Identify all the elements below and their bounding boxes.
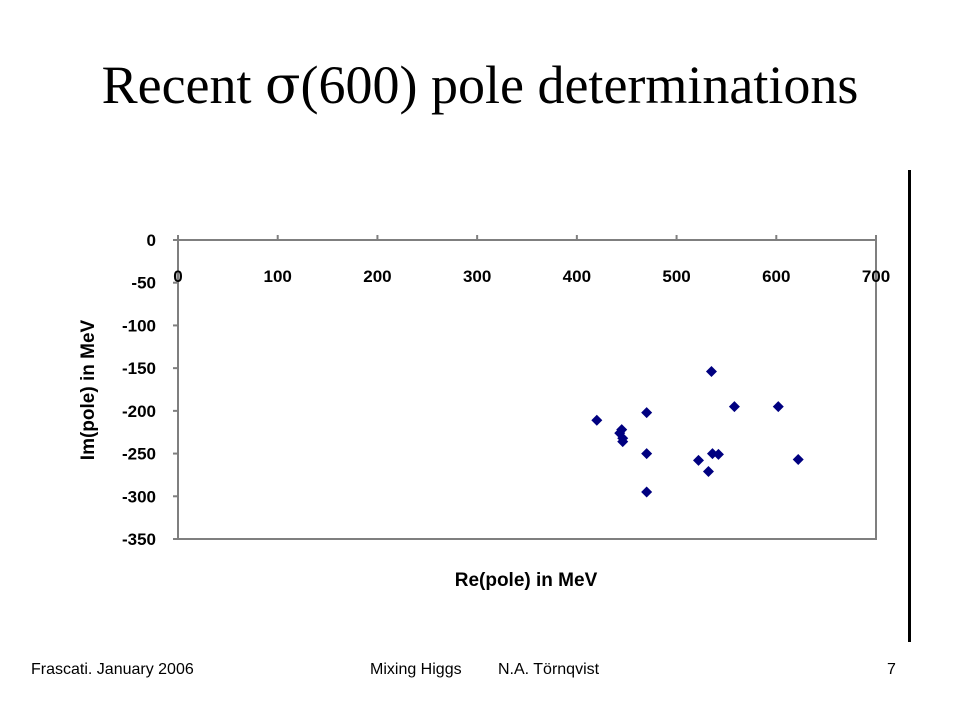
data-points <box>591 366 804 498</box>
x-tick-label: 100 <box>264 267 292 286</box>
footer-presentation-title: Mixing Higgs <box>370 661 462 678</box>
footer-location-date: Frascati. January 2006 <box>31 661 194 678</box>
x-tick-label: 500 <box>662 267 690 286</box>
y-tick-label: 0 <box>147 231 156 250</box>
y-tick-label: -250 <box>122 445 156 464</box>
x-tick-label: 700 <box>862 267 890 286</box>
x-axis-label: Re(pole) in MeV <box>455 570 598 591</box>
data-point-diamond <box>772 401 784 413</box>
x-tick-label: 600 <box>762 267 790 286</box>
y-tick-labels: 0 -50 -100 -150 -200 -250 -300 -350 <box>122 231 156 549</box>
title-suffix: (600) pole determinations <box>300 55 859 115</box>
chart-axes <box>173 235 877 540</box>
data-point-diamond <box>693 454 705 466</box>
x-tick-label: 400 <box>563 267 591 286</box>
sigma-symbol: σ <box>265 56 301 116</box>
x-tick-label: 200 <box>363 267 391 286</box>
y-axis-label: Im(pole) in MeV <box>78 319 99 460</box>
plot-frame <box>177 239 877 540</box>
title-prefix: Recent <box>101 55 266 115</box>
vertical-divider-line <box>908 170 911 642</box>
data-point-diamond <box>617 436 629 448</box>
data-point-diamond <box>641 486 653 498</box>
x-tick-labels: 0 100 200 300 400 500 600 700 <box>173 267 890 286</box>
data-point-diamond <box>702 466 714 478</box>
slide-title: Recent σ(600) pole determinations <box>0 58 960 112</box>
x-tick-label: 300 <box>463 267 491 286</box>
y-tick-label: -200 <box>122 402 156 421</box>
data-point-diamond <box>712 448 724 460</box>
footer-page-number: 7 <box>887 661 896 678</box>
y-tick-label: -100 <box>122 316 156 335</box>
data-point-diamond <box>591 414 603 426</box>
y-tick-label: -300 <box>122 487 156 506</box>
data-point-diamond <box>641 448 653 460</box>
data-point-diamond <box>728 401 740 413</box>
footer-author: N.A. Törnqvist <box>498 661 600 678</box>
y-tick-label: -150 <box>122 359 156 378</box>
data-point-diamond <box>641 407 653 419</box>
data-point-diamond <box>792 454 804 466</box>
y-tick-label: -350 <box>122 530 156 549</box>
data-point-diamond <box>705 366 717 378</box>
y-tick-label: -50 <box>131 274 156 293</box>
x-tick-label: 0 <box>173 267 182 286</box>
